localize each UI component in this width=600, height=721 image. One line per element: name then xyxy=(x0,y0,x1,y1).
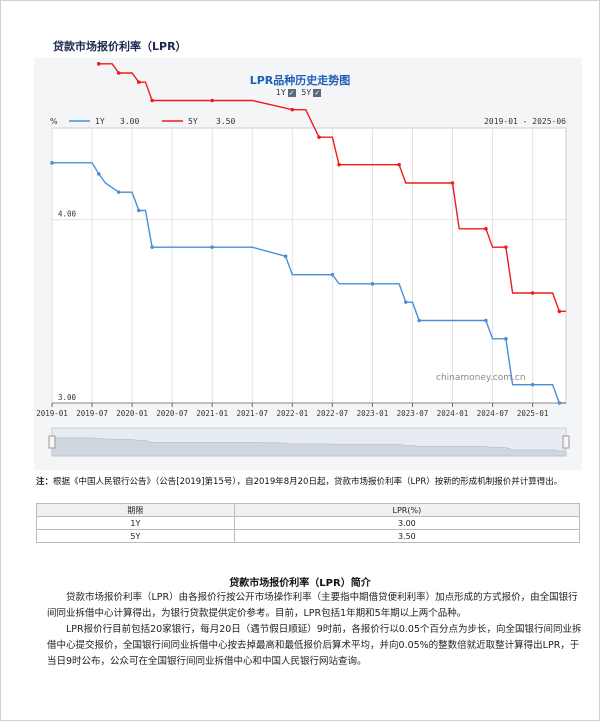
data-point xyxy=(370,282,375,286)
data-point xyxy=(116,190,121,194)
data-point xyxy=(484,318,488,323)
data-point xyxy=(504,245,508,249)
series-line-5y xyxy=(98,63,566,312)
series-line-1y xyxy=(52,162,566,404)
x-tick-label: 2021-01 xyxy=(196,409,228,418)
chart-title: LPR品种历史走势图 xyxy=(249,74,351,87)
toggle-5y-checkbox[interactable]: ✓ xyxy=(313,88,322,97)
y-unit-label: % xyxy=(50,117,58,126)
x-tick-label: 2025-01 xyxy=(517,409,549,418)
table-header-term: 期限 xyxy=(36,503,235,517)
note-text: 根据《中国人民银行公告》（公告[2019]第15号），自2019年8月20日起，… xyxy=(53,477,563,487)
x-tick-label: 2022-01 xyxy=(277,409,309,418)
table-header-row: 期限 LPR(%) xyxy=(36,503,581,517)
toggle-5y-label: 5Y xyxy=(301,88,312,97)
toggle-1y-label: 1Y xyxy=(275,88,286,97)
x-tick-label: 2019-07 xyxy=(76,409,108,418)
x-tick-label: 2020-01 xyxy=(116,409,148,418)
data-point xyxy=(397,162,401,167)
data-point xyxy=(50,161,54,165)
data-point xyxy=(417,318,421,323)
data-point xyxy=(504,337,508,341)
y-tick-label: 3.00 xyxy=(58,393,77,402)
table-cell-term: 5Y xyxy=(36,529,235,543)
lpr-line-chart: 2019-01 2019-07 2020-01 2020-07 2021-01 2021-… xyxy=(36,62,570,457)
data-point xyxy=(403,300,408,304)
table-cell-rate: 3.00 xyxy=(233,516,581,530)
data-point xyxy=(337,162,341,167)
note-label: 注： xyxy=(36,477,54,487)
table-row: 1Y 3.00 xyxy=(36,516,581,530)
data-point xyxy=(330,272,335,277)
series-layer xyxy=(50,62,566,405)
data-point xyxy=(116,71,121,75)
x-tick-label: 2024-01 xyxy=(437,409,469,418)
data-point xyxy=(136,208,141,213)
legend-1y-name: 1Y xyxy=(95,117,105,126)
table-row: 5Y 3.50 xyxy=(36,529,581,543)
x-tick-label: 2023-07 xyxy=(397,409,429,418)
y-tick-label: 4.00 xyxy=(58,210,77,219)
series-toggle: 1Y ✓ 5Y ✓ xyxy=(0,88,600,97)
data-point xyxy=(150,98,154,103)
chart-note: 注：根据《中国人民银行公告》（公告[2019]第15号），自2019年8月20日… xyxy=(36,476,580,488)
data-point xyxy=(283,254,288,259)
legend-1y-value: 3.00 xyxy=(120,117,139,126)
data-point xyxy=(530,382,535,387)
table-header-rate: LPR(%) xyxy=(233,503,581,517)
data-point xyxy=(150,245,154,249)
intro-paragraph: 贷款市场报价利率（LPR）由各报价行按公开市场操作利率（主要指中期借贷便利利率）… xyxy=(47,592,578,619)
navigator-handle-left xyxy=(48,435,56,449)
navigator-area xyxy=(51,437,567,457)
x-tick-label: 2022-07 xyxy=(317,409,349,418)
table-cell-term: 1Y xyxy=(36,516,235,530)
intro-paragraph: LPR报价行目前包括20家银行，每月20日（遇节假日顺延）9时前，各报价行以0.… xyxy=(47,624,582,667)
data-point xyxy=(484,227,488,231)
x-tick-label: 2024-07 xyxy=(477,409,509,418)
navigator-handle-right xyxy=(562,435,570,449)
data-point xyxy=(317,135,321,139)
data-point xyxy=(210,98,215,103)
lpr-table: 期限 LPR(%) 1Y 3.00 5Y 3.50 xyxy=(36,503,581,543)
page-title: 贷款市场报价利率（LPR） xyxy=(53,40,187,53)
x-tick-label: 2021-07 xyxy=(236,409,268,418)
data-point xyxy=(210,245,215,249)
table-cell-rate: 3.50 xyxy=(233,529,581,543)
legend-5y-value: 3.50 xyxy=(216,117,235,126)
watermark: chinamoney.com.cn xyxy=(436,373,526,383)
data-point xyxy=(96,62,101,66)
date-range-label: 2019-01 - 2025-06 xyxy=(484,117,566,126)
data-point xyxy=(96,172,101,176)
axis-layer: 2019-01 2019-07 2020-01 2020-07 2021-01 2021-… xyxy=(36,210,566,418)
data-point xyxy=(136,80,141,84)
intro-body: 贷款市场报价利率（LPR）由各报价行按公开市场操作利率（主要指中期借贷便利利率）… xyxy=(47,590,587,670)
x-tick-label: 2023-01 xyxy=(357,409,389,418)
data-point xyxy=(530,291,535,295)
plot-area xyxy=(51,127,567,404)
range-navigator xyxy=(48,427,570,457)
grid-layer xyxy=(51,127,567,404)
data-point xyxy=(290,107,295,112)
toggle-1y-checkbox[interactable]: ✓ xyxy=(287,88,296,97)
legend-5y-name: 5Y xyxy=(188,117,198,126)
data-point xyxy=(557,309,562,314)
x-tick-label: 2020-07 xyxy=(156,409,188,418)
x-tick-label: 2019-01 xyxy=(36,409,68,418)
data-point xyxy=(450,181,455,185)
intro-title: 贷款市场报价利率（LPR）简介 xyxy=(229,578,371,589)
